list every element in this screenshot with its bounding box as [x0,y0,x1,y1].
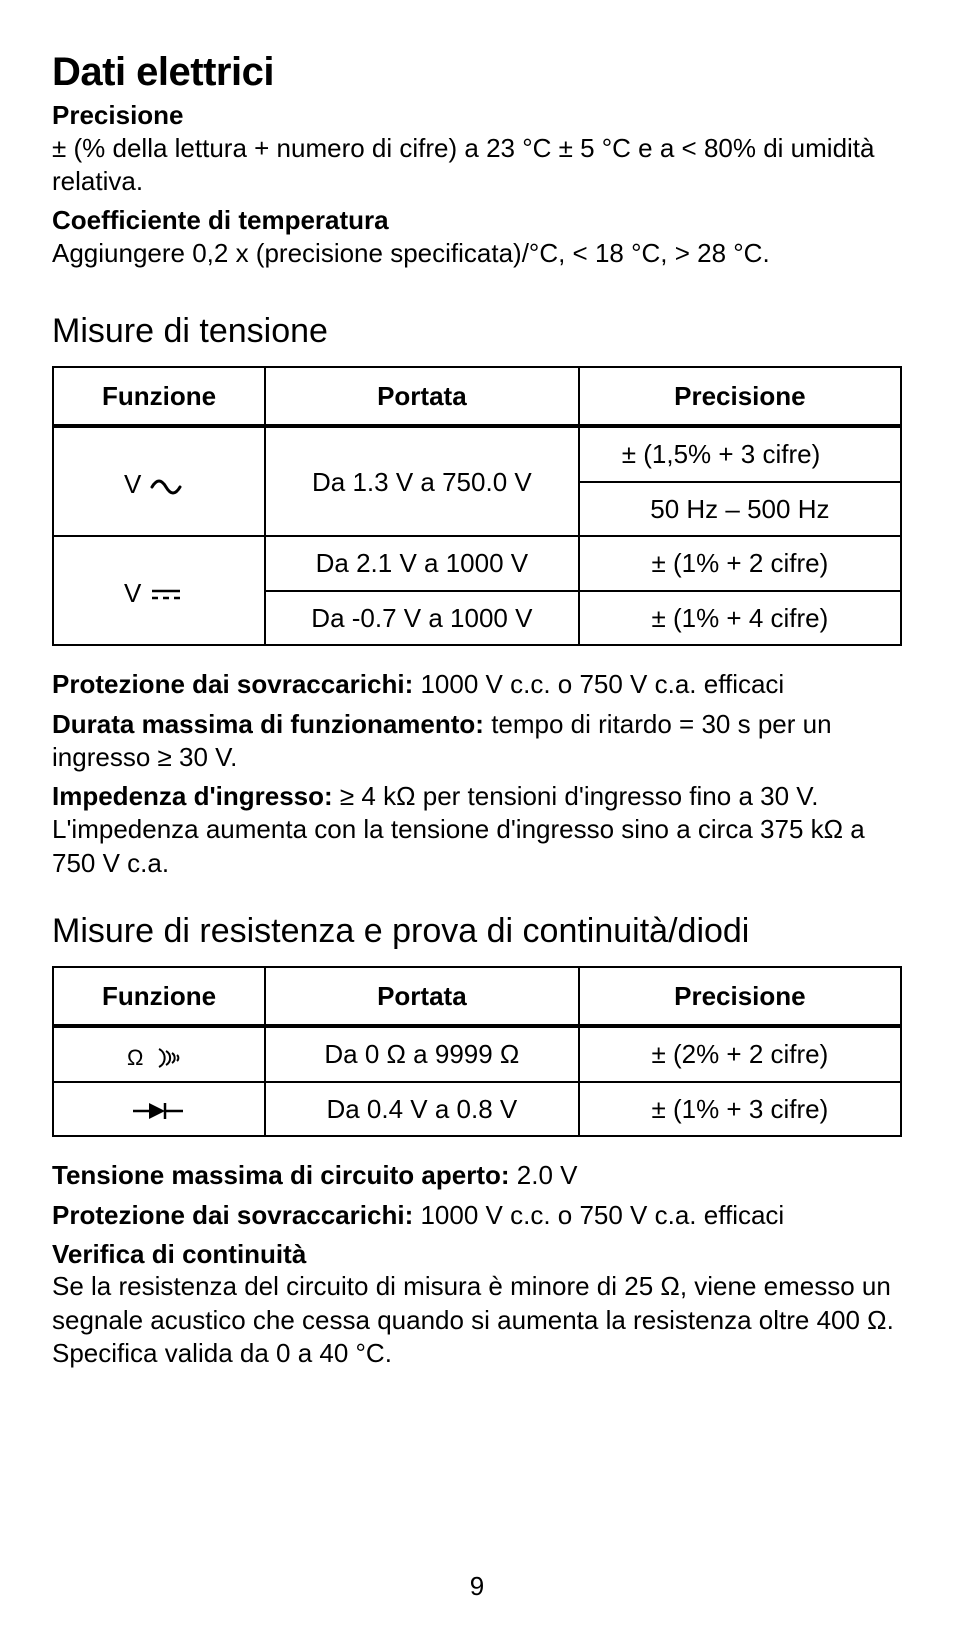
col-acc: Precisione [579,367,901,427]
table-header-row: Funzione Portata Precisione [53,967,901,1027]
document-page: Dati elettrici Precisione ± (% della let… [0,0,954,1648]
col-func: Funzione [53,967,265,1027]
svg-text:Ω: Ω [127,1045,143,1069]
voltage-impedance-note: Impedenza d'ingresso: ≥ 4 kΩ per tension… [52,780,902,880]
impedance-label: Impedenza d'ingresso: [52,781,333,811]
vac-acc2: 50 Hz – 500 Hz [579,482,901,537]
vdc-acc2: ± (1% + 4 cifre) [579,591,901,646]
diode-icon [131,1100,187,1122]
res-overload-note: Protezione dai sovraccarichi: 1000 V c.c… [52,1199,902,1232]
col-range: Portata [265,967,579,1027]
svg-text:V: V [124,471,142,497]
overload-label: Protezione dai sovraccarichi: [52,669,413,699]
tempcoef-label: Coefficiente di temperatura [52,204,902,237]
diode-symbol-cell [53,1082,265,1137]
resistance-table: Funzione Portata Precisione Ω Da 0 Ω a 9… [52,966,902,1138]
res-overload-text: 1000 V c.c. o 750 V c.a. efficaci [413,1200,784,1230]
page-title: Dati elettrici [52,50,902,95]
table-row: V Da 2.1 V a 1000 V ± (1% + 2 cifre) [53,536,901,591]
ohm-continuity-icon: Ω [119,1045,199,1069]
res-overload-label: Protezione dai sovraccarichi: [52,1200,413,1230]
col-range: Portata [265,367,579,427]
table-row: Ω Da 0 Ω a 9999 Ω ± (2% + 2 cifre) [53,1026,901,1082]
vac-acc1: ± (1,5% + 3 cifre) [579,426,901,482]
openv-text: 2.0 V [510,1160,578,1190]
diode-acc: ± (1% + 3 cifre) [579,1082,901,1137]
vdc-symbol-cell: V [53,536,265,645]
page-number: 9 [0,1571,954,1602]
vdc-range2: Da -0.7 V a 1000 V [265,591,579,646]
continuity-text: Se la resistenza del circuito di misura … [52,1270,902,1370]
table-row: V Da 1.3 V a 750.0 V ± (1,5% + 3 cifre) [53,426,901,482]
ohm-acc: ± (2% + 2 cifre) [579,1026,901,1082]
table-header-row: Funzione Portata Precisione [53,367,901,427]
vac-range: Da 1.3 V a 750.0 V [265,426,579,536]
vdc-acc1: ± (1% + 2 cifre) [579,536,901,591]
precision-label: Precisione [52,99,902,132]
diode-range: Da 0.4 V a 0.8 V [265,1082,579,1137]
voltage-overload-note: Protezione dai sovraccarichi: 1000 V c.c… [52,668,902,701]
voltage-duration-note: Durata massima di funzionamento: tempo d… [52,708,902,775]
vac-symbol-cell: V [53,426,265,536]
table-row: Da 0.4 V a 0.8 V ± (1% + 3 cifre) [53,1082,901,1137]
overload-text: 1000 V c.c. o 750 V c.a. efficaci [413,669,784,699]
vdc-icon: V [124,580,194,606]
voltage-heading: Misure di tensione [52,314,902,348]
precision-text: ± (% della lettura + numero di cifre) a … [52,132,902,199]
tempcoef-text: Aggiungere 0,2 x (precisione specificata… [52,237,902,270]
ohm-range: Da 0 Ω a 9999 Ω [265,1026,579,1082]
resistance-heading: Misure di resistenza e prova di continui… [52,914,902,948]
svg-text:V: V [124,580,142,606]
continuity-label: Verifica di continuità [52,1238,902,1271]
col-acc: Precisione [579,967,901,1027]
vdc-range1: Da 2.1 V a 1000 V [265,536,579,591]
voltage-table: Funzione Portata Precisione V Da 1.3 V a… [52,366,902,647]
col-func: Funzione [53,367,265,427]
openv-note: Tensione massima di circuito aperto: 2.0… [52,1159,902,1192]
duration-label: Durata massima di funzionamento: [52,709,484,739]
openv-label: Tensione massima di circuito aperto: [52,1160,510,1190]
ohm-symbol-cell: Ω [53,1026,265,1082]
vac-icon: V [124,471,194,497]
